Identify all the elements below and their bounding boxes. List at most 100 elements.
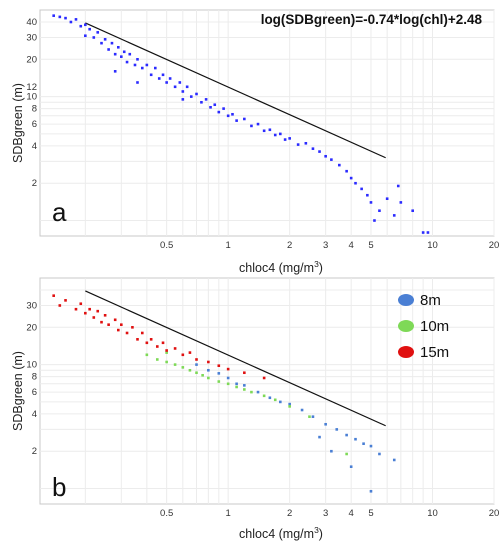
legend-swatch [398, 346, 414, 358]
data-point [125, 331, 129, 335]
x-tick-label: 20 [489, 508, 499, 519]
y-tick-label: 30 [26, 32, 37, 43]
data-point [113, 318, 117, 322]
data-point [84, 311, 87, 315]
data-point [362, 442, 365, 445]
x-tick-label: 5 [368, 508, 373, 519]
data-point [243, 384, 246, 387]
plot-area [39, 9, 495, 237]
regression-line [85, 22, 386, 159]
data-point [181, 98, 185, 101]
data-point [217, 364, 221, 367]
data-point [385, 197, 389, 200]
data-point [366, 193, 369, 197]
data-point [288, 402, 291, 406]
data-point [226, 376, 230, 380]
data-point [209, 105, 212, 109]
data-point [84, 23, 87, 27]
data-point [268, 396, 272, 400]
y-tick-label: 12 [26, 82, 37, 93]
data-point [195, 92, 198, 96]
data-point [250, 124, 253, 128]
data-point [308, 415, 311, 418]
data-point [100, 320, 103, 324]
data-point [173, 363, 177, 366]
data-point [195, 363, 198, 366]
data-point [288, 137, 291, 140]
y-tick-label: 2 [32, 446, 37, 457]
data-point [217, 110, 221, 114]
data-point [399, 201, 403, 204]
data-point [136, 81, 139, 84]
data-point [64, 16, 67, 20]
y-axis-label: SDBgreen (m) [11, 83, 25, 163]
y-tick-label: 6 [32, 387, 37, 398]
data-point [360, 187, 363, 191]
data-point [201, 373, 204, 377]
plot-area [39, 277, 495, 505]
x-axis-label: chloc4 (mg/m3) [239, 525, 323, 541]
data-point [161, 341, 165, 345]
data-point [155, 358, 159, 361]
data-point [243, 388, 246, 391]
data-point [378, 452, 381, 456]
data-point [140, 331, 144, 335]
data-point [324, 154, 327, 158]
data-point [288, 405, 291, 408]
data-point [330, 158, 333, 161]
data-point [161, 73, 165, 77]
data-point [136, 58, 139, 61]
data-point [188, 368, 192, 372]
data-point [345, 433, 348, 437]
data-point [181, 90, 185, 93]
data-point [349, 465, 353, 468]
data-point [349, 176, 353, 180]
y-tick-label: 20 [26, 322, 37, 333]
data-point [318, 435, 321, 439]
data-point [120, 323, 123, 326]
data-point [131, 326, 134, 329]
data-point [207, 376, 210, 380]
data-point [411, 209, 414, 213]
data-point [262, 129, 266, 133]
x-tick-label: 3 [323, 240, 328, 251]
data-point [145, 63, 149, 67]
data-point [149, 73, 153, 77]
data-point [96, 31, 100, 34]
x-axis-label: chloc4 (mg/m3) [239, 259, 323, 275]
x-tick-label: 4 [349, 508, 354, 519]
y-tick-label: 4 [32, 409, 37, 420]
legend-label: 10m [420, 318, 449, 335]
data-point [188, 351, 192, 354]
data-point [262, 394, 266, 398]
data-point [133, 63, 137, 67]
data-point [96, 309, 100, 313]
data-point [311, 415, 315, 418]
data-point [92, 316, 96, 319]
data-point [113, 52, 117, 56]
data-point [88, 27, 91, 31]
data-point [103, 38, 107, 41]
y-tick-label: 6 [32, 119, 37, 130]
data-point [231, 112, 234, 116]
y-tick-label: 30 [26, 300, 37, 311]
data-point [155, 345, 159, 348]
data-point [262, 376, 266, 380]
data-point [168, 77, 172, 80]
data-point [300, 408, 304, 412]
data-point [165, 81, 168, 84]
data-point [181, 366, 185, 369]
data-point [213, 103, 217, 107]
data-point [273, 133, 277, 137]
data-point [256, 390, 260, 394]
x-tick-label: 10 [427, 240, 438, 251]
data-point [226, 382, 230, 386]
data-point [107, 323, 110, 326]
data-point [235, 385, 238, 389]
data-point [335, 428, 339, 431]
x-tick-label: 0.5 [160, 240, 173, 251]
data-point [226, 114, 230, 118]
data-point [157, 77, 161, 80]
